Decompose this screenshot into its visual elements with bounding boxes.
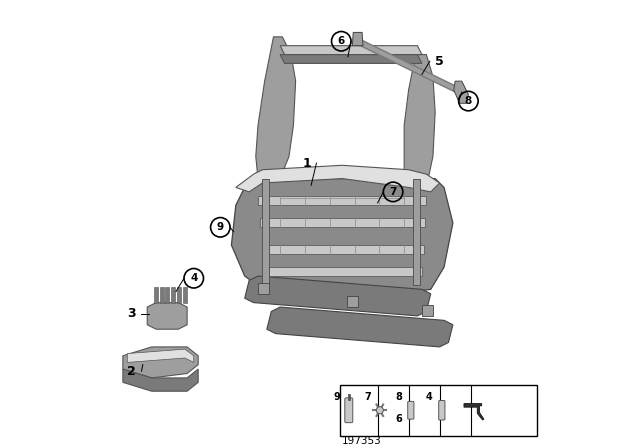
Text: 6: 6 <box>395 414 402 424</box>
Text: 3: 3 <box>127 307 136 320</box>
Polygon shape <box>165 287 170 302</box>
Bar <box>258 283 269 294</box>
Bar <box>347 296 358 307</box>
Polygon shape <box>464 404 484 420</box>
Polygon shape <box>280 46 422 55</box>
Polygon shape <box>404 55 435 201</box>
Text: 4: 4 <box>426 392 433 401</box>
Polygon shape <box>262 179 269 285</box>
Text: 9: 9 <box>217 222 224 233</box>
Polygon shape <box>280 55 422 64</box>
FancyBboxPatch shape <box>345 398 353 422</box>
Polygon shape <box>353 32 363 46</box>
Polygon shape <box>236 165 440 192</box>
Circle shape <box>376 407 383 414</box>
Polygon shape <box>177 287 181 302</box>
Text: 5: 5 <box>435 55 444 68</box>
Polygon shape <box>154 287 158 302</box>
Text: 8: 8 <box>395 392 402 401</box>
FancyBboxPatch shape <box>408 401 414 419</box>
Polygon shape <box>256 37 296 187</box>
Text: 8: 8 <box>465 96 472 106</box>
Polygon shape <box>171 287 175 302</box>
Text: 6: 6 <box>338 36 345 46</box>
Polygon shape <box>182 287 187 302</box>
Polygon shape <box>147 302 187 329</box>
Text: 2: 2 <box>127 365 136 378</box>
Polygon shape <box>260 219 425 227</box>
Text: 7: 7 <box>364 392 371 401</box>
FancyBboxPatch shape <box>438 401 445 420</box>
Polygon shape <box>264 267 422 276</box>
Polygon shape <box>123 369 198 391</box>
Text: 7: 7 <box>389 187 397 197</box>
Text: 4: 4 <box>190 273 197 283</box>
Text: 197353: 197353 <box>342 436 382 446</box>
Polygon shape <box>159 287 164 302</box>
Polygon shape <box>258 196 426 205</box>
Polygon shape <box>127 349 194 362</box>
Polygon shape <box>267 307 453 347</box>
Text: 1: 1 <box>302 157 311 170</box>
Bar <box>340 384 537 435</box>
Bar <box>422 305 433 316</box>
Polygon shape <box>262 245 424 254</box>
Polygon shape <box>413 179 420 285</box>
Polygon shape <box>244 276 431 316</box>
Text: 9: 9 <box>333 392 340 401</box>
Polygon shape <box>454 81 468 103</box>
Polygon shape <box>232 179 453 302</box>
Polygon shape <box>123 347 198 378</box>
